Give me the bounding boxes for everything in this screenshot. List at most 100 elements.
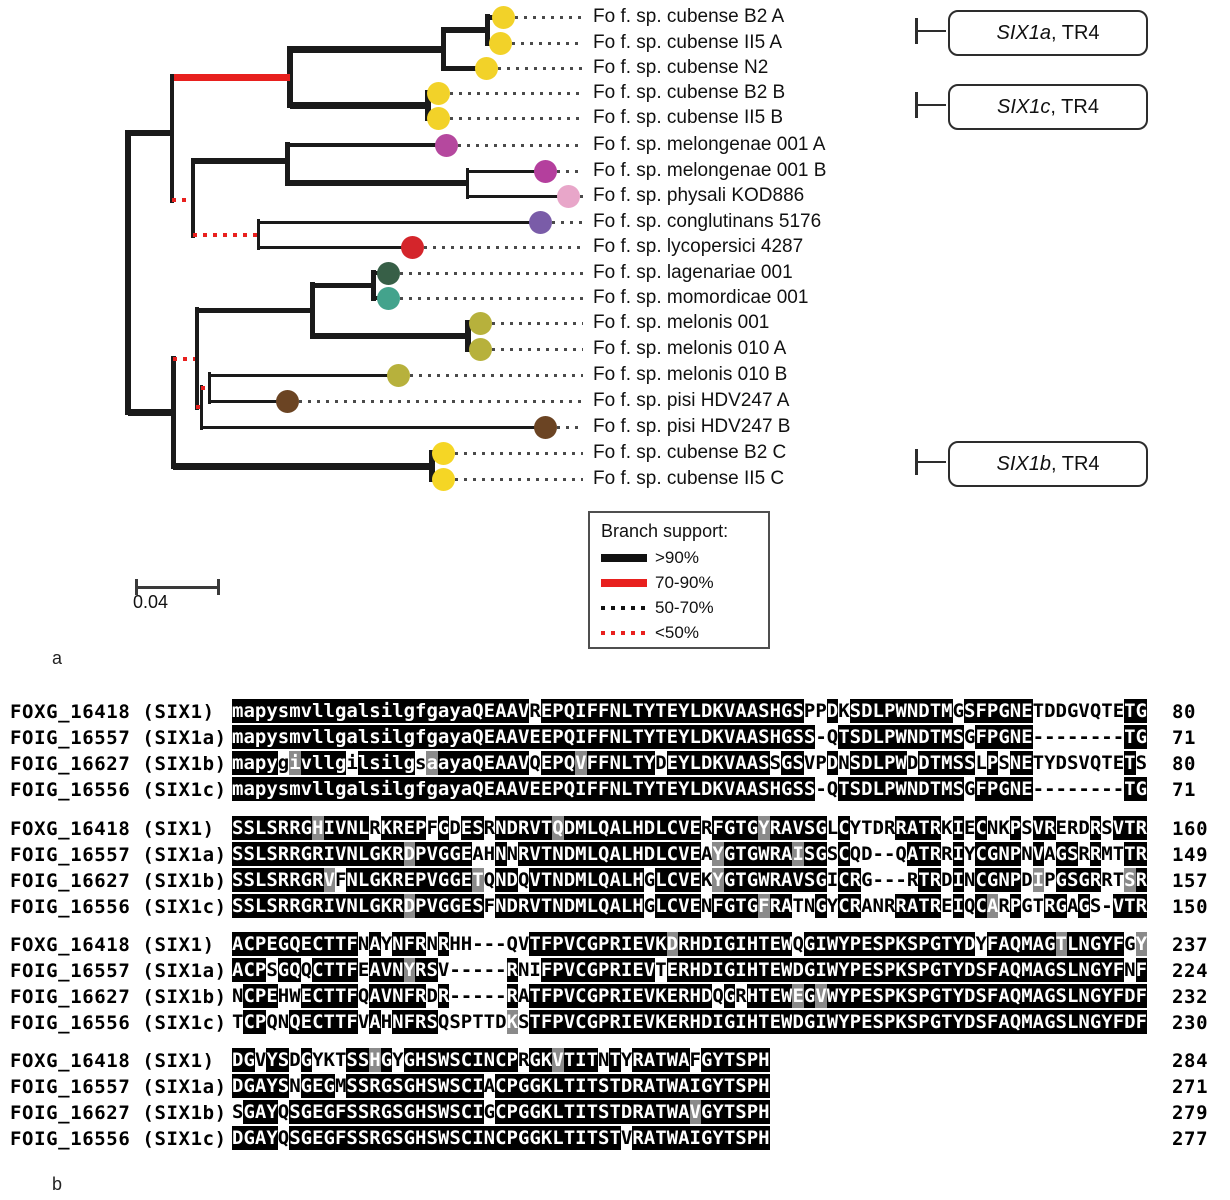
residue: g	[277, 752, 290, 774]
alignment-position: 224	[1172, 960, 1209, 982]
residue: A	[998, 932, 1010, 956]
residue: T	[655, 1126, 667, 1150]
residue: H	[415, 1100, 427, 1124]
residue: F	[586, 699, 599, 723]
residue: Q	[517, 869, 530, 891]
residue: G	[643, 895, 656, 917]
residue: S	[266, 894, 278, 918]
tree-branch	[429, 450, 435, 482]
residue: R	[883, 817, 896, 839]
residue: L	[826, 817, 839, 839]
residue: E	[300, 1010, 313, 1034]
residue: N	[392, 984, 404, 1008]
residue: P	[746, 1048, 759, 1072]
residue: G	[1089, 932, 1102, 956]
residue: I	[735, 1010, 747, 1034]
residue: R	[769, 842, 782, 866]
residue: P	[746, 1074, 759, 1098]
residue: Q	[300, 959, 313, 981]
residue: T	[792, 895, 804, 917]
residue: R	[392, 842, 404, 866]
legend-item-label: 50-70%	[655, 598, 714, 617]
residue: I	[529, 959, 541, 981]
residue: S	[243, 894, 255, 918]
residue: A	[700, 843, 713, 865]
residue: T	[655, 777, 667, 801]
legend-items: >90% 70-90% 50-70% <50%	[590, 548, 768, 642]
residue: L	[254, 894, 267, 918]
residue: G	[380, 1100, 393, 1124]
residue: D	[906, 752, 919, 774]
residue: D	[700, 958, 713, 982]
residue: H	[746, 932, 759, 956]
residue: I	[472, 1074, 484, 1098]
residue: G	[277, 958, 290, 982]
alignment-sequence: TCPQNQECTTFVAHNFRSQSPTTDKSTFPVCGPRIEVKER…	[232, 1010, 1147, 1036]
residue: C	[575, 1010, 587, 1034]
residue: N	[346, 894, 358, 918]
residue: N	[1078, 932, 1090, 956]
residue: T	[632, 777, 644, 801]
residue: P	[415, 816, 427, 840]
residue: S	[346, 1126, 358, 1150]
residue: D	[620, 1074, 633, 1098]
residue: Y	[678, 777, 690, 801]
residue: F	[403, 1010, 416, 1034]
residue: a	[460, 777, 473, 801]
leader-line	[512, 41, 583, 45]
residue: E	[403, 868, 416, 892]
residue: D	[232, 1126, 244, 1150]
residue: D	[506, 894, 518, 918]
residue: G	[803, 958, 816, 982]
tree-branch	[290, 101, 428, 109]
residue: Y	[1101, 984, 1113, 1008]
residue: Q	[357, 985, 370, 1007]
residue: Q	[1009, 958, 1022, 982]
residue: D	[506, 816, 518, 840]
residue: G	[1089, 1010, 1102, 1034]
residue: T	[838, 777, 850, 801]
residue: V	[792, 868, 804, 892]
residue: S	[449, 1011, 461, 1033]
residue: T	[609, 1126, 621, 1150]
residue: E	[460, 842, 473, 866]
residue: S	[277, 1074, 290, 1098]
residue: N	[906, 777, 919, 801]
alignment-position: 232	[1172, 986, 1209, 1008]
residue: D	[232, 1048, 244, 1072]
residue: -	[1112, 726, 1125, 748]
alignment-sequence: DGVYSDGYKTSSHGYGHSWSCINCPRGKVTITNTYRATWA…	[232, 1048, 770, 1074]
residue: T	[586, 1126, 599, 1150]
residue: W	[758, 868, 770, 892]
residue: F	[598, 725, 610, 749]
tree-branch	[209, 373, 398, 377]
residue: A	[746, 699, 759, 723]
residue: K	[895, 932, 907, 956]
alignment-row-label: FOIG_16556 (SIX1c)	[10, 779, 227, 801]
residue: L	[552, 1074, 564, 1098]
legend-item: 70-90%	[601, 573, 768, 592]
residue: T	[1124, 816, 1136, 840]
residue: P	[918, 958, 930, 982]
residue: A	[1032, 932, 1045, 956]
residue: R	[632, 1074, 644, 1098]
residue: a	[460, 725, 473, 749]
taxon-tip	[556, 184, 580, 208]
residue: -	[449, 959, 461, 981]
residue: N	[483, 1126, 496, 1150]
residue: V	[1032, 816, 1045, 840]
residue: Q	[563, 751, 576, 775]
residue: S	[964, 699, 976, 723]
residue: A	[998, 1010, 1010, 1034]
residue: G	[723, 842, 736, 866]
residue: Y	[643, 699, 656, 723]
residue: -	[895, 869, 907, 891]
residue: P	[254, 932, 267, 956]
residue: P	[254, 958, 267, 982]
residue: S	[232, 842, 244, 866]
residue: R	[289, 894, 301, 918]
residue: a	[346, 725, 358, 749]
residue: l	[323, 725, 335, 749]
residue: G	[998, 725, 1010, 749]
residue: L	[254, 868, 267, 892]
